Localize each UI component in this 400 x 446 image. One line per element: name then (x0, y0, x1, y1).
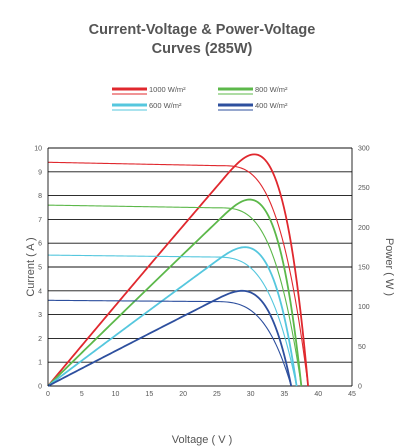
y-right-tick-label: 100 (358, 304, 370, 311)
y-left-tick-label: 5 (38, 265, 42, 272)
legend-label: 400 W/m² (255, 101, 288, 110)
pv-curve (47, 198, 303, 387)
axes (47, 148, 353, 386)
x-tick-label: 20 (179, 391, 187, 398)
legend-label: 1000 W/m² (149, 85, 186, 94)
curves (47, 153, 309, 387)
x-tick-label: 0 (46, 391, 50, 398)
y-left-tick-label: 6 (38, 241, 42, 248)
iv-curve (47, 204, 302, 387)
y-right-tick-label: 250 (358, 185, 370, 192)
legend: 1000 W/m² 800 W/m² 600 W/m² 400 W/m² (112, 85, 288, 111)
y-right-tick-label: 150 (358, 265, 370, 272)
y-axis-left-label: Current ( A ) (25, 237, 37, 296)
y-right-tick-label: 200 (358, 225, 370, 232)
y-left-tick-label: 10 (34, 146, 42, 153)
legend-label: 600 W/m² (149, 101, 182, 110)
tick-labels: 0 5 10 15 20 25 30 35 40 450123456789100501001502… (34, 146, 370, 399)
y-left-tick-label: 9 (38, 169, 42, 176)
y-left-tick-label: 2 (38, 336, 42, 343)
pv-curve (47, 289, 293, 387)
chart-title-line-2: Curves (285W) (152, 41, 253, 57)
y-left-tick-label: 1 (38, 360, 42, 367)
y-left-tick-label: 3 (38, 312, 42, 319)
pv-curve (47, 246, 298, 387)
iv-curve (47, 254, 298, 387)
pv-curve (47, 153, 309, 387)
x-tick-label: 5 (80, 391, 84, 398)
iv-curve (47, 161, 309, 387)
legend-label: 800 W/m² (255, 85, 288, 94)
chart-title-line-1: Current-Voltage & Power-Voltage (89, 22, 316, 38)
y-axis-right-label: Power ( W ) (383, 238, 395, 296)
x-tick-label: 40 (314, 391, 322, 398)
iv-curve (47, 299, 292, 387)
gridlines (48, 147, 352, 387)
x-tick-label: 45 (348, 391, 356, 398)
x-tick-label: 30 (247, 391, 255, 398)
x-axis-label: Voltage ( V ) (172, 434, 233, 446)
y-right-tick-label: 0 (358, 384, 362, 391)
y-left-tick-label: 4 (38, 288, 42, 295)
x-tick-label: 35 (281, 391, 289, 398)
x-tick-label: 10 (112, 391, 120, 398)
y-right-tick-label: 50 (358, 344, 366, 351)
y-left-tick-label: 8 (38, 193, 42, 200)
x-tick-label: 25 (213, 391, 221, 398)
y-left-tick-label: 7 (38, 217, 42, 224)
x-tick-label: 15 (145, 391, 153, 398)
y-left-tick-label: 0 (38, 384, 42, 391)
y-right-tick-label: 300 (358, 146, 370, 153)
